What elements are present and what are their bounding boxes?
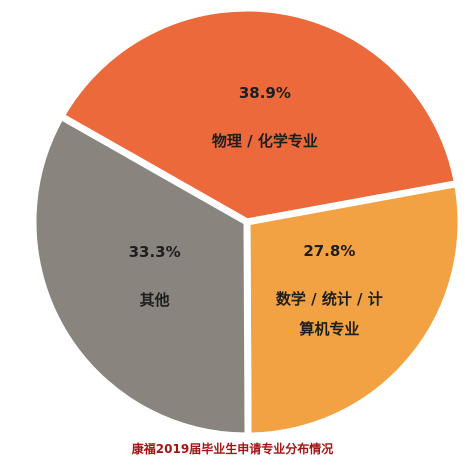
slice-category-label: 其他 [139, 291, 170, 310]
slice-category-label: 物理 / 化学专业 [211, 131, 318, 150]
chart-title: 康福2019届毕业生申请专业分布情况 [131, 442, 334, 456]
slice-value-label: 33.3% [128, 243, 181, 262]
slice-value-label: 27.8% [303, 242, 356, 261]
slice-category-label: 数学 / 统计 / 计算机专业 [275, 290, 383, 339]
slice-label: 27.8% 数学 / 统计 / 计算机专业 [269, 236, 389, 344]
pie-slice [29, 112, 252, 440]
pie-slice [57, 4, 462, 226]
slice-label: 33.3% 其他 [95, 237, 215, 315]
pie-slice [243, 180, 465, 440]
slice-label: 38.9% 物理 / 化学专业 [205, 78, 325, 156]
slice-value-label: 38.9% [238, 83, 291, 102]
